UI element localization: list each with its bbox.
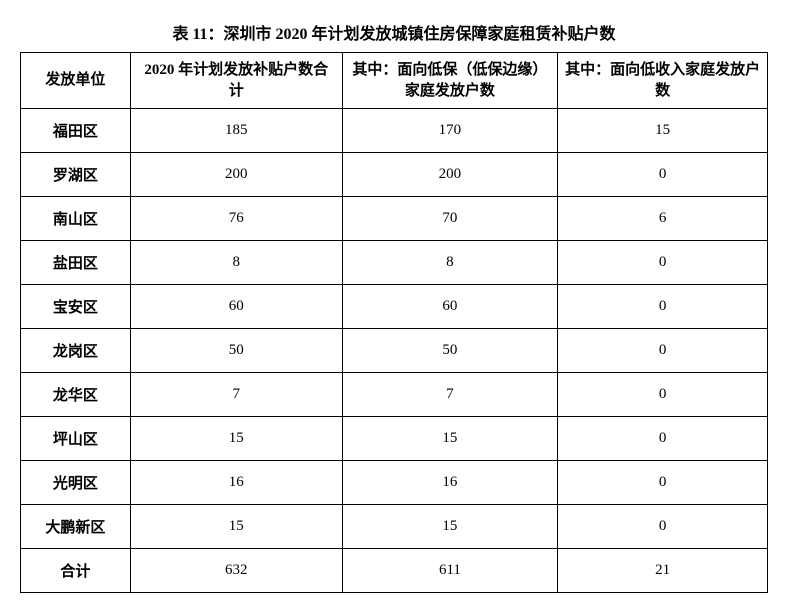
- table-row: 合计63261121: [21, 549, 768, 593]
- table-cell: 6: [558, 197, 768, 241]
- table-cell: 170: [342, 109, 558, 153]
- table-cell: 50: [342, 329, 558, 373]
- table-row: 龙岗区50500: [21, 329, 768, 373]
- table-cell: 0: [558, 417, 768, 461]
- table-cell: 坪山区: [21, 417, 131, 461]
- table-cell: 大鹏新区: [21, 505, 131, 549]
- table-header-row: 发放单位 2020 年计划发放补贴户数合计 其中：面向低保（低保边缘）家庭发放户…: [21, 53, 768, 109]
- table-row: 罗湖区2002000: [21, 153, 768, 197]
- table-cell: 光明区: [21, 461, 131, 505]
- table-cell: 8: [130, 241, 342, 285]
- table-cell: 0: [558, 241, 768, 285]
- table-cell: 7: [342, 373, 558, 417]
- header-dibao: 其中：面向低保（低保边缘）家庭发放户数: [342, 53, 558, 109]
- table-title: 表 11：深圳市 2020 年计划发放城镇住房保障家庭租赁补贴户数: [20, 20, 768, 44]
- table-body: 福田区18517015罗湖区2002000南山区76706盐田区880宝安区60…: [21, 109, 768, 593]
- table-cell: 21: [558, 549, 768, 593]
- table-cell: 15: [130, 505, 342, 549]
- table-cell: 15: [558, 109, 768, 153]
- table-cell: 福田区: [21, 109, 131, 153]
- table-cell: 16: [130, 461, 342, 505]
- table-cell: 0: [558, 461, 768, 505]
- table-row: 大鹏新区15150: [21, 505, 768, 549]
- table-cell: 15: [342, 417, 558, 461]
- table-cell: 15: [342, 505, 558, 549]
- table-cell: 0: [558, 285, 768, 329]
- table-cell: 0: [558, 329, 768, 373]
- table-cell: 0: [558, 373, 768, 417]
- table-cell: 16: [342, 461, 558, 505]
- table-cell: 0: [558, 153, 768, 197]
- table-row: 宝安区60600: [21, 285, 768, 329]
- table-cell: 200: [130, 153, 342, 197]
- header-unit: 发放单位: [21, 53, 131, 109]
- table-row: 南山区76706: [21, 197, 768, 241]
- table-row: 盐田区880: [21, 241, 768, 285]
- table-row: 坪山区15150: [21, 417, 768, 461]
- table-cell: 8: [342, 241, 558, 285]
- table-cell: 0: [558, 505, 768, 549]
- subsidy-table: 发放单位 2020 年计划发放补贴户数合计 其中：面向低保（低保边缘）家庭发放户…: [20, 52, 768, 593]
- table-cell: 200: [342, 153, 558, 197]
- table-cell: 50: [130, 329, 342, 373]
- table-cell: 70: [342, 197, 558, 241]
- table-cell: 宝安区: [21, 285, 131, 329]
- header-total: 2020 年计划发放补贴户数合计: [130, 53, 342, 109]
- table-cell: 南山区: [21, 197, 131, 241]
- table-cell: 15: [130, 417, 342, 461]
- table-row: 光明区16160: [21, 461, 768, 505]
- table-cell: 7: [130, 373, 342, 417]
- table-cell: 罗湖区: [21, 153, 131, 197]
- table-cell: 185: [130, 109, 342, 153]
- table-cell: 盐田区: [21, 241, 131, 285]
- table-cell: 龙华区: [21, 373, 131, 417]
- table-cell: 龙岗区: [21, 329, 131, 373]
- table-row: 福田区18517015: [21, 109, 768, 153]
- table-cell: 76: [130, 197, 342, 241]
- table-cell: 60: [342, 285, 558, 329]
- table-row: 龙华区770: [21, 373, 768, 417]
- table-cell: 632: [130, 549, 342, 593]
- header-lowincome: 其中：面向低收入家庭发放户数: [558, 53, 768, 109]
- table-cell: 60: [130, 285, 342, 329]
- table-cell: 611: [342, 549, 558, 593]
- table-cell: 合计: [21, 549, 131, 593]
